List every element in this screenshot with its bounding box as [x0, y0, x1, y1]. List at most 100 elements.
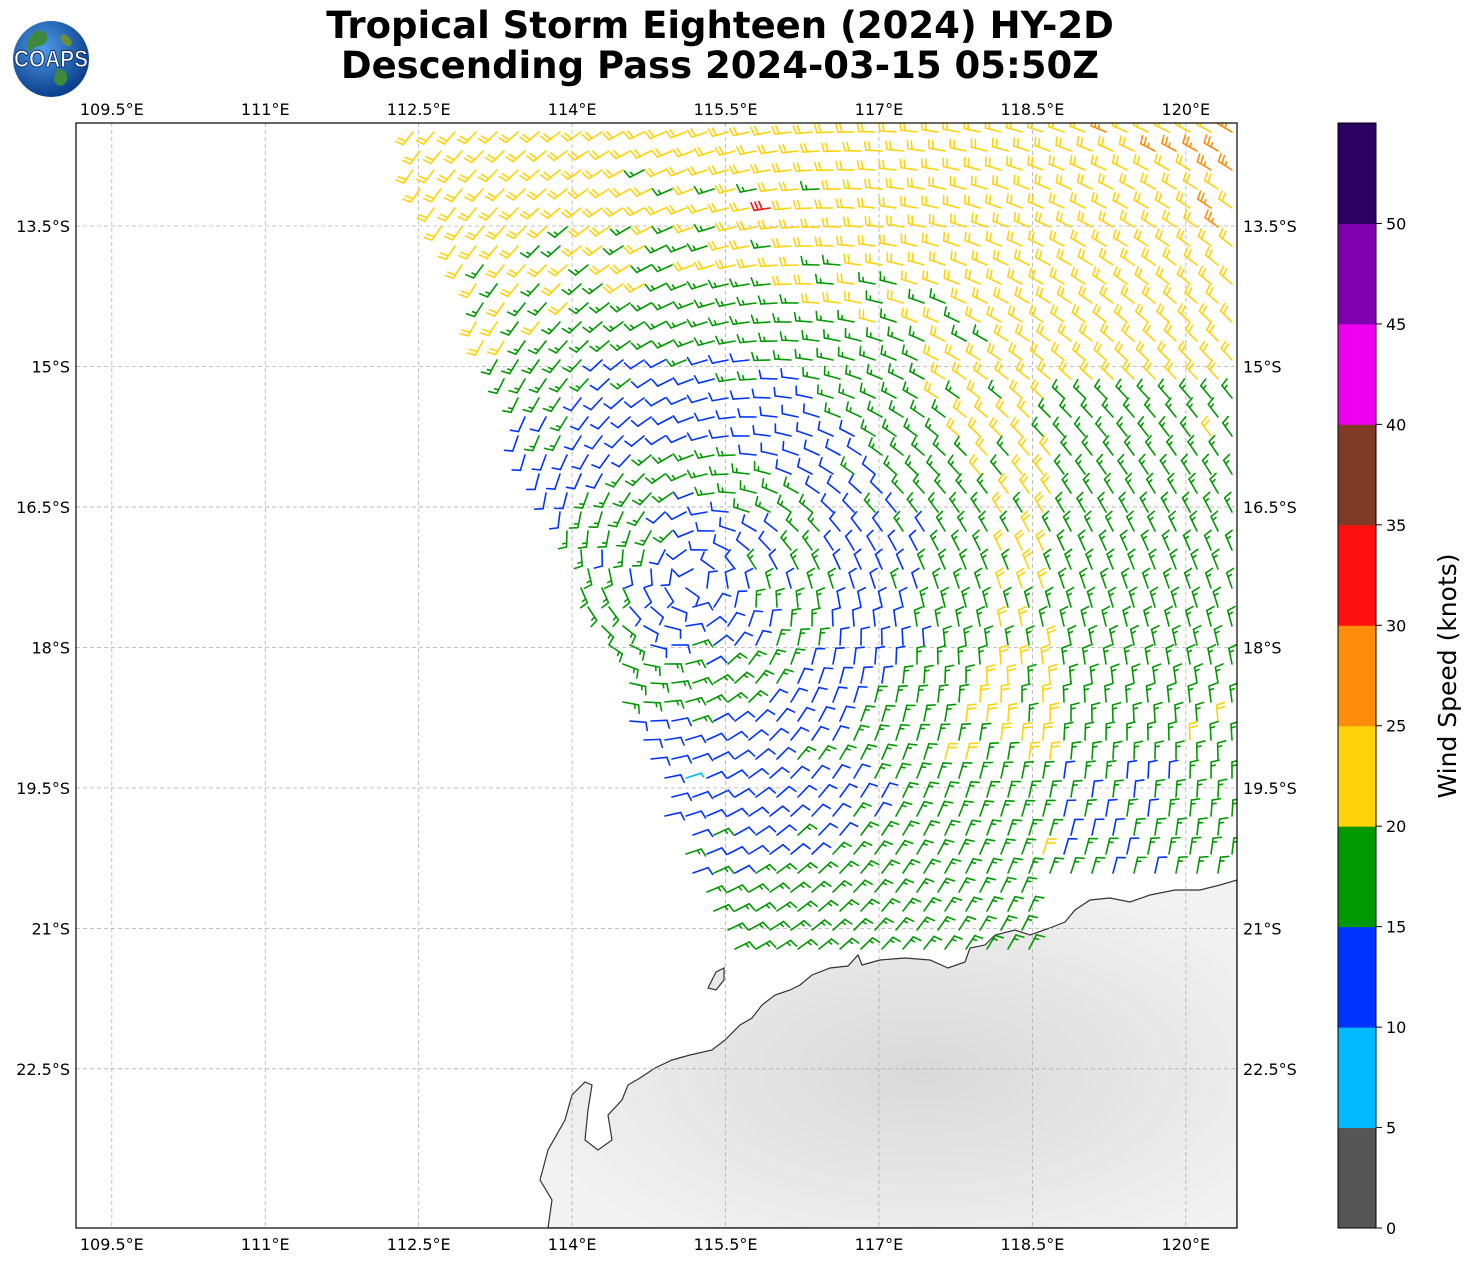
wind-barb — [895, 645, 906, 665]
wind-barb — [567, 226, 589, 238]
wind-barb — [1186, 644, 1196, 665]
wind-barb — [707, 165, 729, 176]
wind-barb — [790, 881, 811, 893]
colorbar-segment — [1338, 424, 1376, 526]
wind-barb — [1028, 267, 1044, 285]
wind-barb — [644, 167, 666, 178]
wind-barb — [769, 805, 790, 817]
wind-barb — [761, 477, 778, 494]
wind-barb — [1119, 247, 1135, 266]
wind-barb — [573, 492, 589, 509]
wind-barb — [878, 196, 897, 209]
wind-barb — [610, 378, 631, 390]
wind-barb — [459, 321, 477, 337]
wind-barb — [797, 784, 818, 798]
wind-barb — [970, 175, 988, 190]
colorbar: 0 5 10 15 20 25 30 35 40 45 50 — [1337, 122, 1406, 1238]
wind-barb — [861, 455, 876, 475]
wind-barb — [623, 321, 645, 332]
wind-barb — [773, 386, 792, 399]
wind-barb — [436, 207, 456, 222]
wind-barb — [1021, 722, 1033, 741]
wind-barb — [671, 680, 692, 690]
wind-barb — [920, 158, 939, 171]
wind-barb — [1226, 605, 1236, 627]
wind-barb — [922, 269, 939, 285]
wind-barb — [755, 825, 777, 836]
wind-barb — [1028, 304, 1044, 323]
wind-barb — [665, 358, 687, 367]
wind-barb — [1098, 210, 1114, 228]
wind-barb — [1091, 740, 1103, 760]
wind-barb — [901, 307, 918, 323]
wind-barb — [665, 128, 687, 139]
wind-barb — [797, 745, 817, 760]
wind-barb — [818, 822, 839, 836]
wind-barb — [829, 511, 841, 532]
wind-barb — [713, 674, 735, 684]
wind-barb — [727, 922, 749, 931]
wind-barb — [714, 183, 736, 194]
wind-barb — [923, 343, 939, 361]
wind-barb — [1007, 780, 1022, 798]
wind-barb — [692, 752, 714, 762]
wind-barb — [1015, 360, 1030, 380]
wind-barb — [706, 808, 728, 818]
wind-barb — [1229, 682, 1237, 703]
wind-barb — [739, 479, 757, 494]
wind-barb — [888, 399, 904, 418]
wind-barb — [860, 419, 876, 437]
wind-barb — [589, 378, 610, 391]
wind-barb — [1133, 856, 1147, 874]
wind-barb — [562, 359, 582, 373]
wind-barb — [622, 625, 637, 645]
wind-barb — [415, 131, 435, 146]
wind-barb — [1179, 415, 1191, 437]
wind-barb — [902, 743, 918, 760]
wind-barb — [581, 131, 603, 142]
wind-barb — [706, 570, 718, 589]
wind-barb — [1077, 210, 1093, 228]
wind-barb — [986, 742, 1000, 760]
wind-barb — [836, 235, 855, 247]
wind-barb — [1224, 529, 1233, 551]
colorbar-frame — [1337, 122, 1377, 1229]
wind-barb — [1225, 567, 1235, 589]
wind-barb — [1145, 682, 1156, 703]
wind-barb — [526, 226, 547, 239]
wind-barb — [881, 743, 898, 760]
wind-barb — [735, 183, 757, 193]
wind-barb — [1106, 548, 1115, 570]
wind-barb — [785, 511, 799, 532]
wind-barb — [734, 788, 756, 798]
wind-barb — [1019, 644, 1030, 665]
wind-barb — [1028, 934, 1046, 950]
wind-barb — [1196, 817, 1208, 836]
wind-barb — [825, 438, 841, 456]
wind-barb — [736, 258, 757, 269]
wind-barb — [1073, 416, 1086, 437]
wind-barb — [821, 217, 841, 228]
wind-barb — [1126, 759, 1138, 779]
wind-barb — [1077, 529, 1086, 551]
wind-barb — [1124, 472, 1135, 494]
wind-barb — [993, 529, 1003, 551]
wind-barb — [715, 373, 736, 383]
wind-barb — [665, 511, 687, 521]
wind-barb — [1133, 740, 1144, 760]
wind-barb — [1204, 246, 1219, 266]
wind-barb — [1119, 172, 1135, 190]
wind-barb — [713, 865, 735, 874]
wind-barb — [937, 839, 955, 855]
wind-barb — [1187, 434, 1198, 456]
wind-barb — [895, 801, 913, 817]
wind-barb — [1062, 510, 1072, 532]
wind-barb — [1083, 682, 1093, 703]
wind-barb — [1221, 415, 1233, 437]
wind-barb — [395, 169, 414, 184]
wind-barb — [624, 568, 634, 589]
wind-barb — [1086, 586, 1096, 608]
wind-barb — [1112, 191, 1128, 209]
wind-barb — [560, 131, 582, 142]
wind-barb — [1155, 228, 1170, 247]
